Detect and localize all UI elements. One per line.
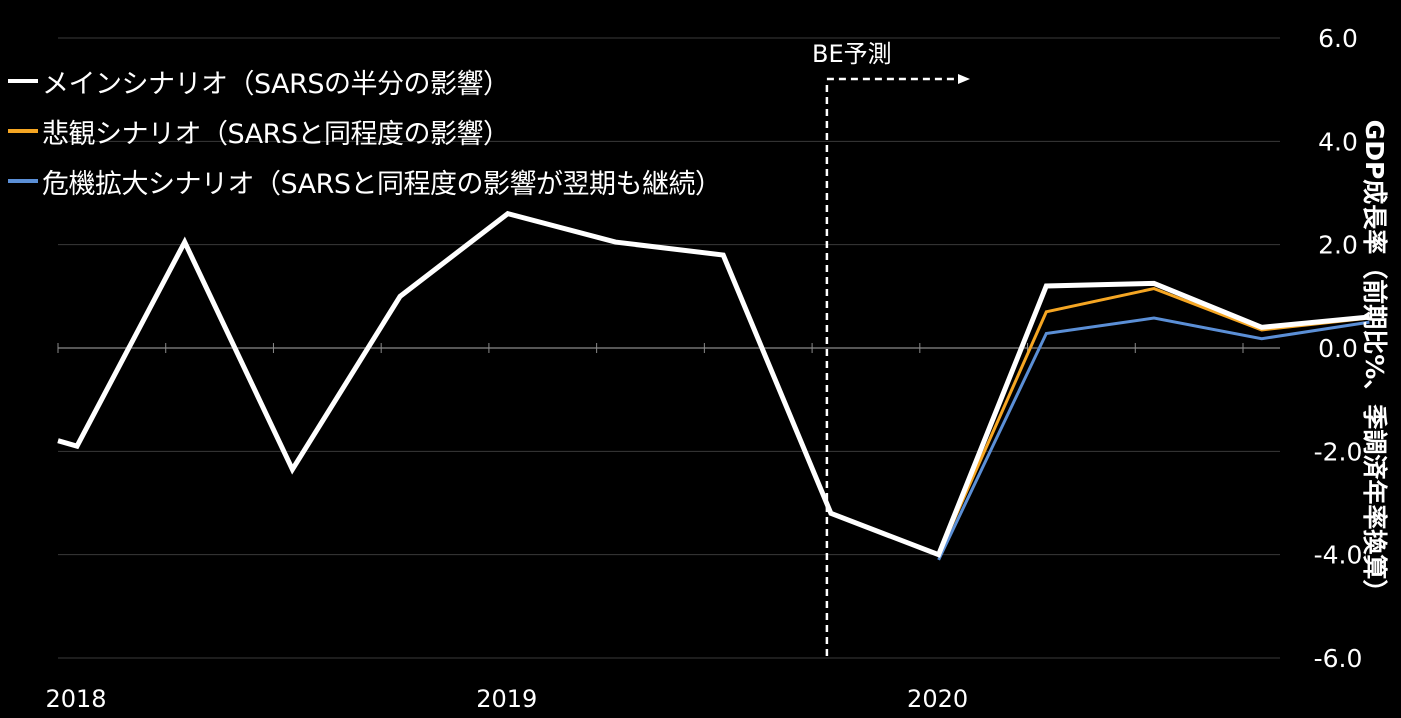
x-tick-label: 2019 xyxy=(476,685,537,713)
y-tick-label: 2.0 xyxy=(1318,231,1358,260)
legend-item-crisis: 危機拡大シナリオ（SARSと同程度の影響が翌期も継続） xyxy=(8,156,722,206)
chart-legend: メインシナリオ（SARSの半分の影響） 悲観シナリオ（SARSと同程度の影響） … xyxy=(8,56,722,206)
legend-swatch-crisis xyxy=(8,179,38,183)
series-line-2 xyxy=(937,316,1370,561)
legend-swatch-main xyxy=(8,79,38,83)
y-tick-label: -6.0 xyxy=(1314,644,1363,673)
legend-item-pessimistic: 悲観シナリオ（SARSと同程度の影響） xyxy=(8,106,722,156)
y-tick-label: 0.0 xyxy=(1318,334,1358,363)
series-line-0 xyxy=(57,210,1370,558)
y-tick-label: -4.0 xyxy=(1314,541,1363,570)
legend-label-main: メインシナリオ（SARSの半分の影響） xyxy=(42,68,510,100)
y-tick-label: 4.0 xyxy=(1318,127,1358,156)
legend-item-main: メインシナリオ（SARSの半分の影響） xyxy=(8,56,722,106)
x-tick-label: 2020 xyxy=(907,685,968,713)
legend-swatch-pessimistic xyxy=(8,129,38,133)
y-tick-label: 6.0 xyxy=(1318,24,1358,53)
y-tick-label: -2.0 xyxy=(1314,437,1363,466)
y-axis-label: GDP成長率（前期比%、季調済年率換算） xyxy=(1360,119,1389,605)
x-tick-label: 2018 xyxy=(45,685,106,713)
legend-label-crisis: 危機拡大シナリオ（SARSと同程度の影響が翌期も継続） xyxy=(42,168,722,200)
forecast-label: BE予測 xyxy=(812,40,892,68)
forecast-arrow-head xyxy=(958,74,970,84)
legend-label-pessimistic: 悲観シナリオ（SARSと同程度の影響） xyxy=(42,118,510,150)
